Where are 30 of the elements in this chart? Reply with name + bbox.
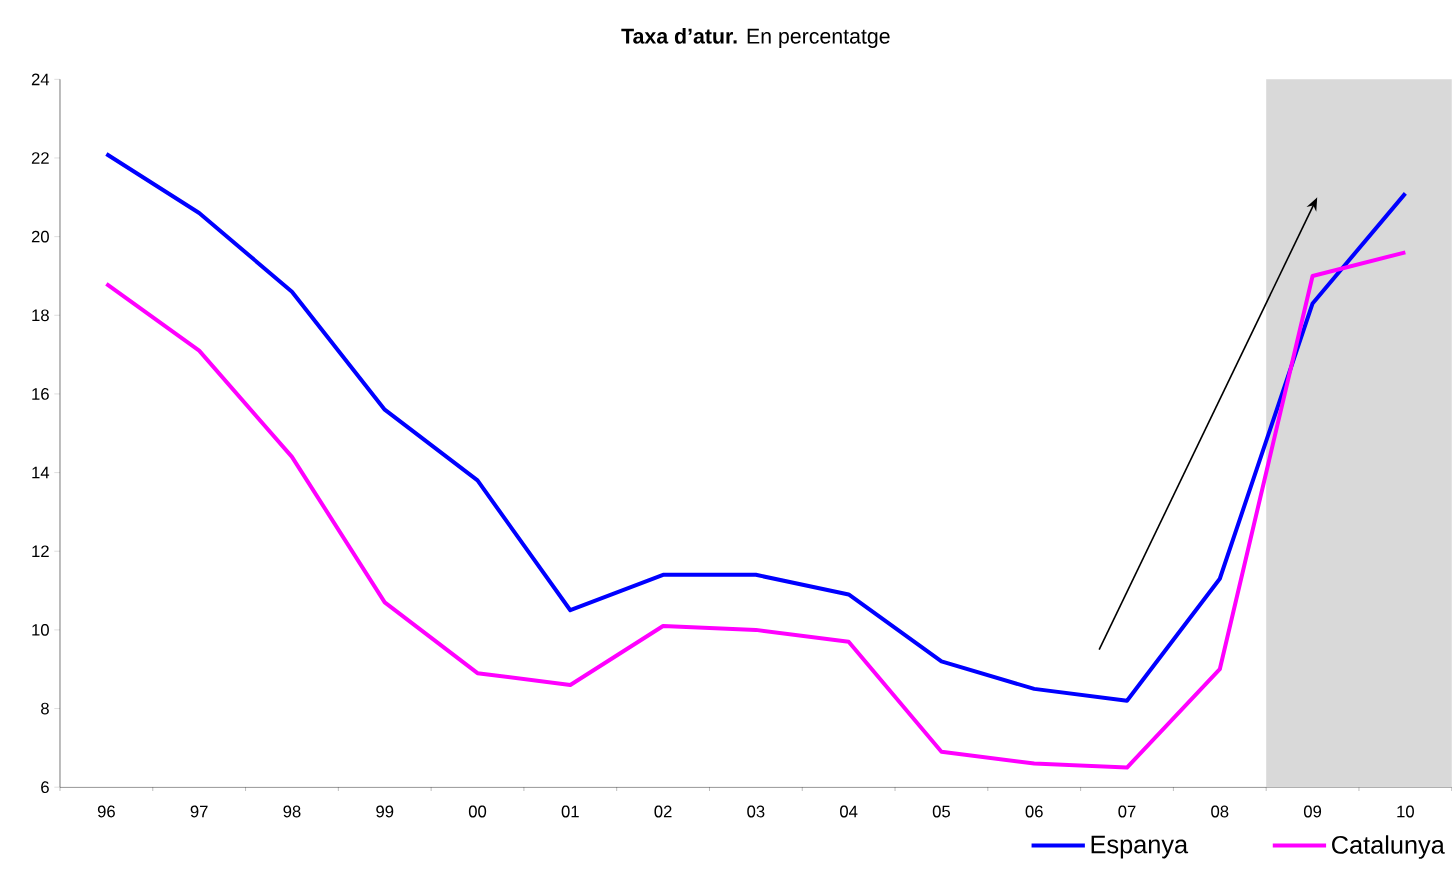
y-tick-label: 12 [32,545,49,557]
y-tick-label: 14 [32,466,50,479]
x-tick-label: 08 [1211,805,1229,818]
x-tick-label: 00 [468,805,487,818]
x-tick-label: 99 [376,805,394,818]
x-tick-label: 98 [283,805,301,818]
y-tick-label: 20 [31,230,49,243]
x-tick-label: 06 [1025,805,1043,818]
y-tick-label: 24 [31,73,50,86]
x-tick-label: 04 [840,805,858,818]
y-tick-label: 6 [41,781,49,794]
y-tick-label: 8 [41,702,49,715]
y-tick-label: 18 [32,309,49,322]
legend-label: Espanya [1091,835,1189,859]
y-tick-label: 22 [31,152,49,164]
line-series [104,151,1408,703]
x-tick-label: 07 [1118,805,1136,818]
x-tick-label: 09 [1303,805,1322,818]
x-tick-label: 01 [561,805,579,818]
x-tick-label: 03 [747,805,765,818]
line-series [104,250,1408,770]
chart-title: Taxa d’atur. En percentatge [621,27,890,48]
x-tick-label: 97 [190,805,208,818]
y-tick-label: 16 [32,387,49,400]
x-tick-label: 96 [97,805,115,818]
legend-label: Catalunya [1332,835,1445,859]
y-tick-label: 10 [32,623,49,636]
x-tick-label: 10 [1397,805,1414,818]
x-tick-label: 05 [932,805,951,818]
x-tick-label: 02 [654,805,672,818]
